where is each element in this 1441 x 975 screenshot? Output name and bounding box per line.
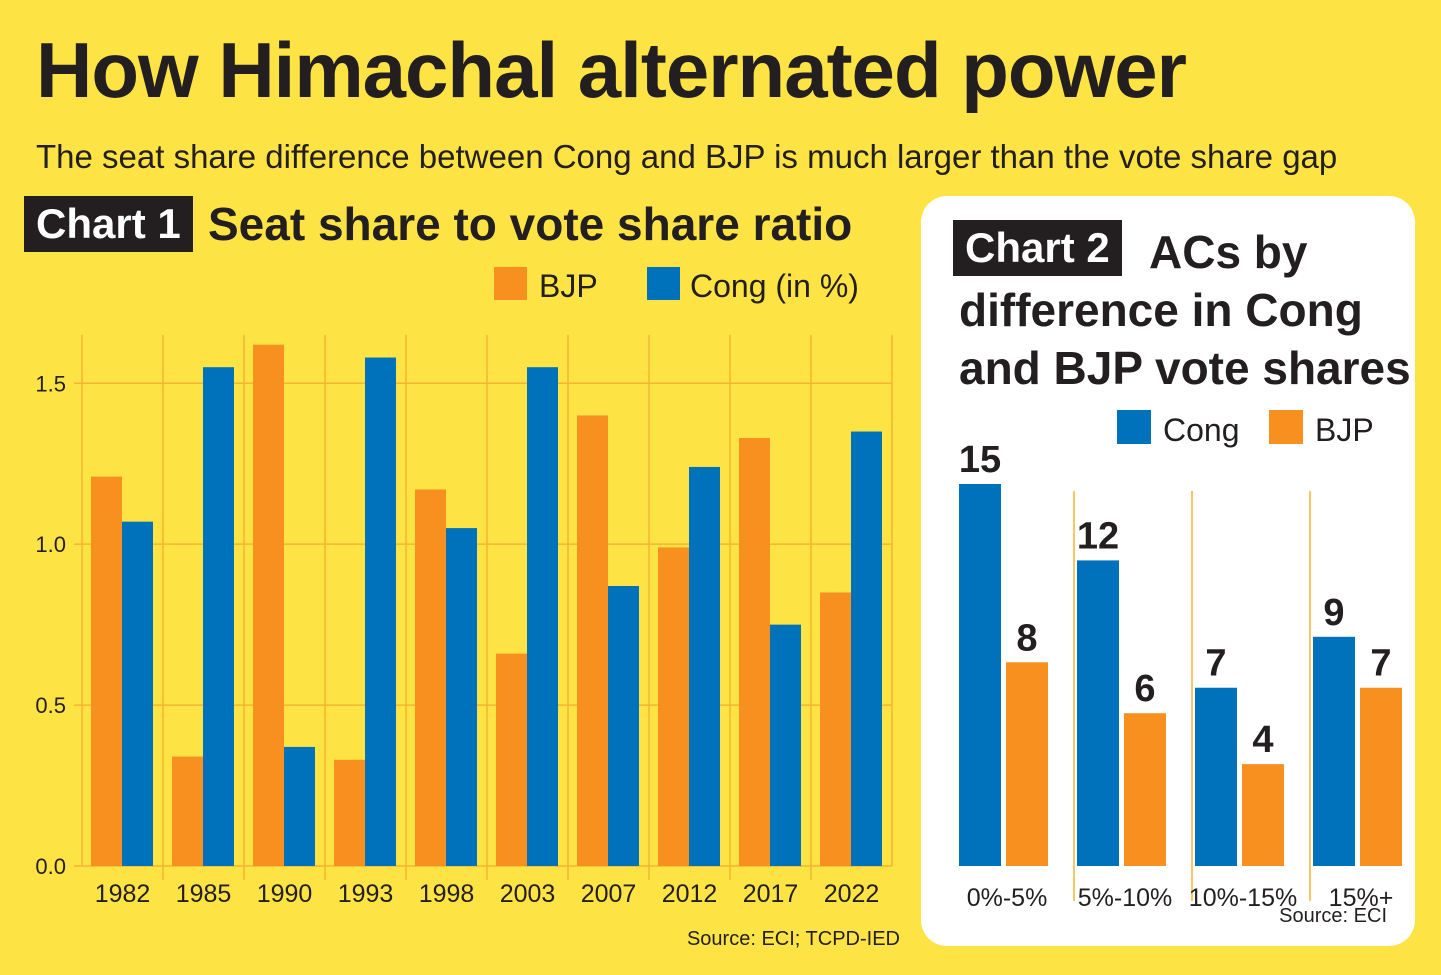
x-tick-label: 2017 [743,880,799,908]
chart2-source: Source: ECI [1279,905,1387,927]
data-label: 7 [1205,643,1226,685]
bar-bjp-2007 [577,415,608,866]
bar-cong-2003 [527,367,558,866]
bar-cong-5%-10% [1077,560,1119,866]
x-tick-label: 2012 [662,880,718,908]
chart2-heading-line-2: difference in Cong [959,284,1363,336]
legend-label-cong: Cong [1163,412,1240,448]
legend-swatch-cong [647,267,680,300]
bar-bjp-2017 [739,437,770,866]
y-tick-label: 0.5 [35,693,66,718]
bar-bjp-1982 [91,476,122,866]
bar-bjp-2012 [658,547,689,866]
data-label: 9 [1323,592,1344,634]
legend-swatch-bjp [1269,410,1303,444]
bar-cong-0%-5% [959,484,1001,866]
chart2-panel: Chart 2 ACs by difference in Cong and BJ… [921,196,1415,946]
bar-cong-1993 [365,357,396,866]
bar-cong-1998 [446,528,477,866]
bar-cong-2017 [770,624,801,866]
bar-bjp-1990 [253,344,284,866]
legend-swatch-bjp [494,267,527,300]
bar-bjp-1998 [415,489,446,866]
data-label: 4 [1252,719,1273,761]
y-tick-label: 1.0 [35,532,66,557]
x-tick-label: 5%-10% [1078,884,1173,912]
data-label: 12 [1077,515,1119,557]
x-tick-label: 1993 [338,880,394,908]
legend-label-bjp: BJP [539,268,598,304]
data-label: 8 [1016,617,1037,659]
y-tick-label: 0.0 [35,854,66,879]
legend-swatch-cong [1117,410,1151,444]
legend-label-bjp: BJP [1315,412,1374,448]
x-tick-label: 10%-15% [1189,884,1297,912]
chart2-heading-line-3: and BJP vote shares [959,342,1411,394]
bar-cong-1982 [122,521,153,866]
bar-cong-1985 [203,367,234,866]
bar-cong-2022 [851,431,882,866]
bar-cong-10%-15% [1195,687,1237,866]
x-tick-label: 1998 [419,880,475,908]
bar-cong-2012 [689,466,720,866]
bar-bjp-2022 [820,592,851,866]
x-tick-label: 1982 [95,880,151,908]
y-tick-label: 1.5 [35,371,66,396]
bar-bjp-5%-10% [1124,713,1166,866]
chart1-source: Source: ECI; TCPD-IED [687,928,900,950]
chart2-heading-line-1: ACs by [1149,226,1308,278]
bar-cong-2007 [608,586,639,866]
subtitle: The seat share difference between Cong a… [36,138,1338,175]
chart2-plot: Cong BJP1580%-5%1265%-10%7410%-15%9715%+S… [959,410,1402,927]
bar-bjp-10%-15% [1242,764,1284,866]
legend-label-cong: Cong (in %) [690,268,859,304]
x-tick-label: 1985 [176,880,232,908]
x-tick-label: 1990 [257,880,313,908]
bar-bjp-2003 [496,653,527,866]
chart1-heading: Seat share to vote share ratio [208,198,853,250]
x-tick-label: 15%+ [1329,884,1394,912]
x-tick-label: 2003 [500,880,556,908]
bar-bjp-1993 [334,759,365,866]
x-tick-label: 2007 [581,880,637,908]
bar-cong-1990 [284,746,315,866]
chart2-tag: Chart 2 [953,220,1122,276]
data-label: 7 [1370,643,1391,685]
bar-bjp-1985 [172,756,203,866]
headline: How Himachal alternated power [36,26,1187,114]
x-tick-label: 0%-5% [967,884,1048,912]
data-label: 6 [1134,668,1155,710]
chart1-plot: BJP Cong (in %) 0.0 0.5 1.0 1.5 1982 1985 1990 19… [35,267,900,950]
data-label: 15 [959,439,1001,481]
bar-bjp-0%-5% [1006,662,1048,866]
x-tick-label: 2022 [824,880,880,908]
bar-bjp-15%+ [1360,687,1402,866]
chart1-tag: Chart 1 [24,196,193,252]
bar-cong-15%+ [1313,636,1355,866]
